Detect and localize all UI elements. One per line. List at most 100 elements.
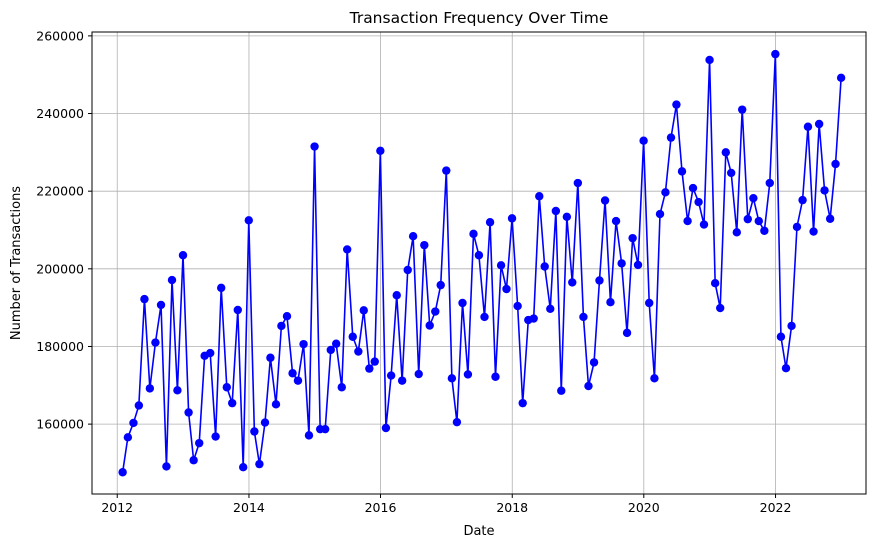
data-point [803, 122, 813, 131]
data-point [162, 462, 171, 471]
data-point [480, 312, 489, 322]
data-point [266, 353, 275, 362]
data-point [557, 386, 566, 395]
data-point [365, 364, 374, 373]
data-point [354, 347, 363, 356]
data-point [611, 216, 621, 226]
data-point [151, 338, 160, 347]
data-point [595, 276, 604, 285]
grid-lines [92, 32, 866, 494]
data-point [211, 432, 220, 441]
data-point [710, 278, 720, 288]
data-point [809, 227, 818, 236]
data-point [326, 345, 335, 355]
data-point [606, 298, 615, 307]
data-point [655, 209, 665, 219]
chart-title: Transaction Frequency Over Time [349, 9, 609, 27]
y-tick-label: 220000 [36, 184, 84, 199]
data-point [222, 383, 231, 392]
data-point [217, 283, 226, 293]
data-point [721, 148, 730, 157]
data-point [282, 311, 292, 321]
data-point [206, 348, 215, 358]
data-point [792, 222, 802, 232]
data-point [173, 386, 182, 395]
data-point [568, 278, 577, 287]
data-point [776, 332, 786, 341]
data-point [485, 218, 495, 227]
y-tick-label: 160000 [36, 417, 84, 432]
data-point [250, 427, 259, 436]
data-point [716, 303, 725, 313]
data-point [743, 214, 752, 224]
data-point [831, 159, 840, 169]
x-tick-label: 2022 [760, 500, 792, 515]
data-point [414, 369, 423, 379]
data-point [436, 280, 445, 290]
data-point [167, 275, 177, 285]
data-point [397, 376, 407, 385]
data-point [694, 197, 703, 207]
data-point [546, 304, 555, 314]
x-tick-label: 2018 [496, 500, 528, 515]
data-point [474, 251, 484, 260]
x-tick-label: 2012 [101, 500, 133, 515]
data-point [403, 265, 412, 275]
data-point [579, 312, 588, 322]
data-point [760, 226, 769, 235]
data-point [244, 216, 253, 225]
data-point [617, 259, 626, 268]
data-point [650, 374, 659, 383]
data-point [645, 298, 654, 308]
data-point [535, 192, 544, 201]
data-point [293, 376, 303, 385]
data-point [754, 216, 763, 226]
data-point [381, 423, 391, 433]
data-point [337, 383, 346, 392]
y-tick-label: 200000 [36, 261, 84, 276]
data-point [688, 183, 698, 193]
data-point [331, 339, 341, 348]
data-point [342, 245, 352, 254]
data-point [798, 195, 807, 205]
data-point [551, 206, 561, 216]
data-point [420, 240, 429, 250]
data-point [496, 261, 506, 270]
data-point [442, 166, 451, 175]
data-point [392, 291, 401, 300]
data-point [584, 381, 593, 391]
data-point [820, 186, 829, 195]
data-point [233, 305, 242, 315]
data-point [562, 212, 572, 221]
data-point [129, 418, 138, 428]
x-axis-label: Date [463, 524, 494, 539]
data-point [507, 214, 517, 223]
data-point [310, 142, 319, 151]
data-point [255, 459, 264, 469]
data-point [738, 105, 747, 114]
data-point [633, 260, 643, 270]
data-point [408, 232, 418, 241]
y-tick-label: 240000 [36, 106, 84, 121]
data-point [540, 262, 549, 271]
data-point [513, 301, 522, 311]
x-tick-label: 2016 [365, 500, 397, 515]
data-point [271, 400, 281, 409]
data-point [260, 418, 270, 427]
data-point [732, 228, 741, 237]
data-point [156, 300, 166, 310]
data-point [677, 167, 687, 176]
series-line [121, 53, 842, 473]
y-axis-label: Number of Transactions [9, 186, 24, 340]
data-point [425, 321, 434, 330]
y-tick-label: 260000 [36, 28, 84, 43]
data-point [463, 370, 473, 379]
data-point [814, 119, 824, 129]
data-point [447, 374, 457, 383]
data-point [781, 364, 791, 373]
data-point [672, 100, 681, 109]
data-point [134, 401, 144, 410]
data-point [386, 371, 396, 380]
